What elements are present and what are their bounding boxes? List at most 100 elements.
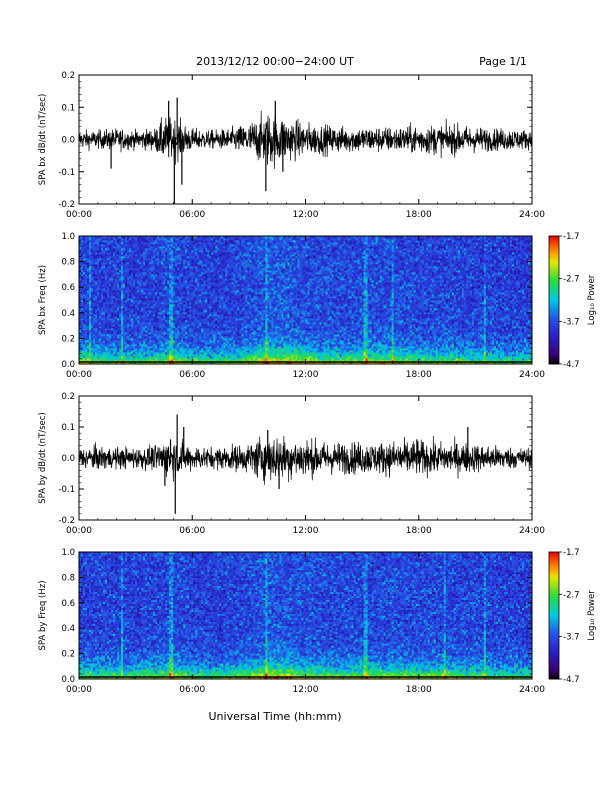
spectrogram-cell [139, 362, 142, 365]
spectrogram-cell [109, 240, 112, 243]
spectrogram-cell [133, 350, 136, 353]
spectrogram-cell [141, 260, 144, 263]
spectrogram-cell [119, 322, 122, 325]
spectrogram-cell [123, 292, 126, 295]
spectrogram-cell [79, 310, 82, 313]
spectrogram-cell [87, 348, 90, 351]
spectrogram-cell [101, 306, 104, 309]
spectrogram-cell [143, 334, 146, 337]
spectrogram-cell [141, 324, 144, 327]
spectrogram-cell [135, 288, 138, 291]
spectrogram-cell [121, 320, 124, 323]
spectrogram-cell [147, 336, 150, 339]
spectrogram-cell [131, 236, 134, 239]
spectrogram-cell [93, 276, 96, 279]
spectrogram-cell [107, 316, 110, 319]
spectrogram-cell [95, 310, 98, 313]
spectrogram-cell [161, 258, 164, 261]
spectrogram-cell [97, 262, 100, 265]
spectrogram-cell [143, 252, 146, 255]
spectrogram-cell [125, 236, 128, 239]
spectrogram-cell [119, 254, 122, 257]
spectrogram-cell [167, 286, 170, 289]
spectrogram-cell [111, 362, 114, 365]
spectrogram-cell [129, 298, 132, 301]
spectrogram-cell [81, 290, 84, 293]
spectrogram-cell [143, 244, 146, 247]
spectrogram-cell [163, 342, 166, 345]
spectrogram-cell [145, 346, 148, 349]
spectrogram-cell [143, 352, 146, 355]
spectrogram-cell [151, 260, 154, 263]
spectrogram-cell [79, 272, 82, 275]
spectrogram-cell [113, 298, 116, 301]
spectrogram-cell [103, 240, 106, 243]
spectrogram-cell [95, 356, 98, 359]
spectrogram-cell [131, 352, 134, 355]
spectrogram-cell [155, 280, 158, 283]
spectrogram-cell [161, 350, 164, 353]
spectrogram-cell [107, 346, 110, 349]
spectrogram-cell [169, 280, 172, 283]
spectrogram-cell [109, 266, 112, 269]
spectrogram-cell [105, 290, 108, 293]
spectrogram-cell [175, 264, 178, 267]
spectrogram-cell [147, 236, 150, 239]
spectrogram-cell [163, 246, 166, 249]
spectrogram-cell [95, 324, 98, 327]
spectrogram-cell [149, 348, 152, 351]
spectrogram-cell [169, 288, 172, 291]
spectrogram-cell [129, 286, 132, 289]
spectrogram-cell [121, 316, 124, 319]
spectrogram-cell [109, 346, 112, 349]
spectrogram-cell [163, 308, 166, 311]
spectrogram-cell [115, 248, 118, 251]
spectrogram-cell [171, 254, 174, 257]
spectrogram-cell [119, 244, 122, 247]
spectrogram-cell [87, 350, 90, 353]
spectrogram-cell [103, 258, 106, 261]
spectrogram-cell [85, 244, 88, 247]
spectrogram-cell [93, 356, 96, 359]
spectrogram-cell [161, 294, 164, 297]
spectrogram-cell [119, 362, 122, 365]
spectrogram-cell [111, 294, 114, 297]
spectrogram-cell [109, 278, 112, 281]
spectrogram-cell [111, 298, 114, 301]
spectrogram-cell [145, 352, 148, 355]
spectrogram-cell [129, 276, 132, 279]
spectrogram-cell [167, 322, 170, 325]
spectrogram-cell [151, 362, 154, 365]
spectrogram-cell [143, 320, 146, 323]
spectrogram-cell [99, 278, 102, 281]
spectrogram-cell [129, 340, 132, 343]
spectrogram-cell [97, 314, 100, 317]
spectrogram-cell [159, 342, 162, 345]
spectrogram-cell [135, 312, 138, 315]
spectrogram-cell [137, 326, 140, 329]
spectrogram-cell [157, 354, 160, 357]
spectrogram-cell [175, 328, 178, 331]
spectrogram-cell [91, 340, 94, 343]
spectrogram-cell [171, 314, 174, 317]
spectrogram-cell [101, 278, 104, 281]
spectrogram-cell [79, 338, 82, 341]
spectrogram-cell [171, 284, 174, 287]
spectrogram-cell [163, 320, 166, 323]
spectrogram-cell [137, 290, 140, 293]
spectrogram-cell [175, 322, 178, 325]
spectrogram-cell [107, 310, 110, 313]
spectrogram-cell [105, 276, 108, 279]
spectrogram-cell [83, 346, 86, 349]
spectrogram-cell [173, 276, 176, 279]
spectrogram-cell [171, 296, 174, 299]
spectrogram-cell [129, 256, 132, 259]
spectrogram-cell [157, 346, 160, 349]
spectrogram-cell [125, 354, 128, 357]
spectrogram-cell [147, 334, 150, 337]
spectrogram-cell [161, 326, 164, 329]
spectrogram-cell [101, 354, 104, 357]
spectrogram-cell [161, 298, 164, 301]
spectrogram-cell [161, 248, 164, 251]
spectrogram-cell [79, 294, 82, 297]
